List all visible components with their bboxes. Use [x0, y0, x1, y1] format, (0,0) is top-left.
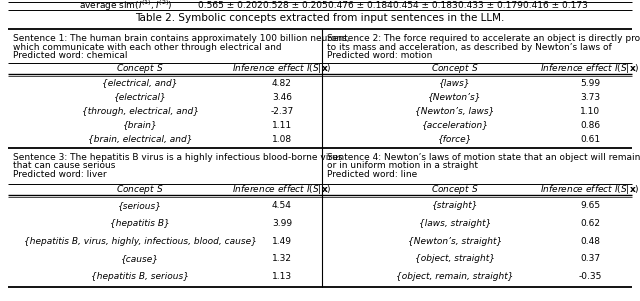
Text: Predicted word: chemical: Predicted word: chemical: [13, 51, 127, 60]
Text: 0.48: 0.48: [580, 237, 600, 246]
Text: 0.476 ± 0.184: 0.476 ± 0.184: [328, 2, 392, 11]
Text: Inference effect $I(S|\mathbf{x})$: Inference effect $I(S|\mathbf{x})$: [540, 183, 640, 196]
Text: {object, remain, straight}: {object, remain, straight}: [396, 272, 514, 281]
Text: or in uniform motion in a straight: or in uniform motion in a straight: [327, 162, 478, 170]
Text: {hepatitis B, serious}: {hepatitis B, serious}: [91, 272, 189, 281]
Text: 0.416 ± 0.173: 0.416 ± 0.173: [523, 2, 588, 11]
Text: {electrical, and}: {electrical, and}: [102, 79, 178, 88]
Text: Predicted word: motion: Predicted word: motion: [327, 51, 433, 60]
Text: {hepatitis B}: {hepatitis B}: [110, 219, 170, 228]
Text: Inference effect $I(S|\mathbf{x})$: Inference effect $I(S|\mathbf{x})$: [232, 62, 332, 75]
Text: average sim($I^{(1)}, I^{(2)}$): average sim($I^{(1)}, I^{(2)}$): [79, 0, 173, 13]
Text: 1.13: 1.13: [272, 272, 292, 281]
Text: {hepatitis B, virus, highly, infectious, blood, cause}: {hepatitis B, virus, highly, infectious,…: [24, 237, 257, 246]
Text: {Newton’s}: {Newton’s}: [428, 92, 482, 101]
Text: 5.99: 5.99: [580, 79, 600, 88]
Text: 0.37: 0.37: [580, 254, 600, 263]
Text: that can cause serious: that can cause serious: [13, 162, 115, 170]
Text: {Newton’s, straight}: {Newton’s, straight}: [408, 237, 502, 246]
Text: which communicate with each other through electrical and: which communicate with each other throug…: [13, 42, 282, 51]
Text: Table 2. Symbolic concepts extracted from input sentences in the LLM.: Table 2. Symbolic concepts extracted fro…: [135, 13, 505, 23]
Text: {through, electrical, and}: {through, electrical, and}: [81, 107, 198, 116]
Text: Concept $S$: Concept $S$: [116, 183, 164, 196]
Text: 0.528 ± 0.205: 0.528 ± 0.205: [262, 2, 328, 11]
Text: Concept $S$: Concept $S$: [431, 183, 479, 196]
Text: 4.54: 4.54: [272, 201, 292, 210]
Text: {laws, straight}: {laws, straight}: [419, 219, 491, 228]
Text: 1.11: 1.11: [272, 120, 292, 129]
Text: Inference effect $I(S|\mathbf{x})$: Inference effect $I(S|\mathbf{x})$: [232, 183, 332, 196]
Text: -2.37: -2.37: [270, 107, 294, 116]
Text: 1.08: 1.08: [272, 135, 292, 144]
Text: {force}: {force}: [438, 135, 472, 144]
Text: {cause}: {cause}: [121, 254, 159, 263]
Text: 1.10: 1.10: [580, 107, 600, 116]
Text: 1.49: 1.49: [272, 237, 292, 246]
Text: Predicted word: liver: Predicted word: liver: [13, 170, 107, 179]
Text: 0.86: 0.86: [580, 120, 600, 129]
Text: {object, straight}: {object, straight}: [415, 254, 495, 263]
Text: {laws}: {laws}: [439, 79, 471, 88]
Text: 3.99: 3.99: [272, 219, 292, 228]
Text: 3.46: 3.46: [272, 92, 292, 101]
Text: 4.82: 4.82: [272, 79, 292, 88]
Text: Inference effect $I(S|\mathbf{x})$: Inference effect $I(S|\mathbf{x})$: [540, 62, 640, 75]
Text: 1.32: 1.32: [272, 254, 292, 263]
Text: Sentence 3: The hepatitis B virus is a highly infectious blood-borne virus: Sentence 3: The hepatitis B virus is a h…: [13, 153, 342, 162]
Text: {straight}: {straight}: [432, 201, 478, 210]
Text: 0.62: 0.62: [580, 219, 600, 228]
Text: Concept $S$: Concept $S$: [431, 62, 479, 75]
Text: -0.35: -0.35: [579, 272, 602, 281]
Text: 0.454 ± 0.183: 0.454 ± 0.183: [392, 2, 458, 11]
Text: 9.65: 9.65: [580, 201, 600, 210]
Text: 0.565 ± 0.202: 0.565 ± 0.202: [198, 2, 262, 11]
Text: to its mass and acceleration, as described by Newton’s laws of: to its mass and acceleration, as describ…: [327, 42, 612, 51]
Text: {electrical}: {electrical}: [114, 92, 166, 101]
Text: 0.61: 0.61: [580, 135, 600, 144]
Text: Concept $S$: Concept $S$: [116, 62, 164, 75]
Text: Sentence 4: Newton’s laws of motion state that an object will remain at rest: Sentence 4: Newton’s laws of motion stat…: [327, 153, 640, 162]
Text: Sentence 2: The force required to accelerate an object is directly proportional: Sentence 2: The force required to accele…: [327, 34, 640, 43]
Text: Sentence 1: The human brain contains approximately 100 billion neurons,: Sentence 1: The human brain contains app…: [13, 34, 349, 43]
Text: {serious}: {serious}: [118, 201, 162, 210]
Text: Predicted word: line: Predicted word: line: [327, 170, 417, 179]
Text: {brain, electrical, and}: {brain, electrical, and}: [88, 135, 192, 144]
Text: 3.73: 3.73: [580, 92, 600, 101]
Text: 0.433 ± 0.179: 0.433 ± 0.179: [458, 2, 522, 11]
Text: {acceleration}: {acceleration}: [422, 120, 488, 129]
Text: {Newton’s, laws}: {Newton’s, laws}: [415, 107, 495, 116]
Text: {brain}: {brain}: [123, 120, 157, 129]
